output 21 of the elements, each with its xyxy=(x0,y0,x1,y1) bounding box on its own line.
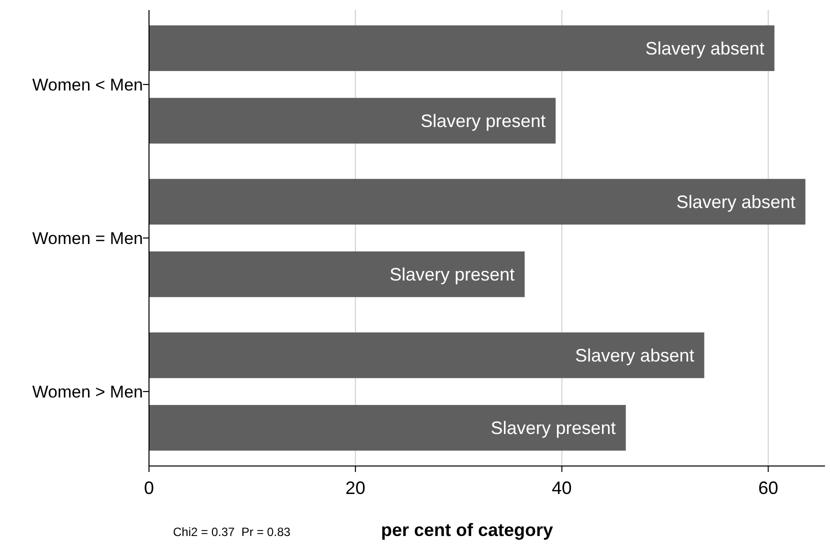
y-tick-label: Women = Men xyxy=(32,228,143,248)
x-tick-label: 40 xyxy=(552,478,572,498)
y-tick-label: Women > Men xyxy=(32,382,143,402)
text: Slavery absent xyxy=(676,192,796,212)
series-label: Slavery present xyxy=(420,111,546,132)
x-tick-label: 0 xyxy=(144,478,154,498)
y-tick-label: Women < Men xyxy=(32,75,143,94)
text: Chi2 = 0.37 Pr = 0.83 xyxy=(173,525,291,539)
x-tick-label: 20 xyxy=(345,478,366,498)
bar xyxy=(149,332,704,378)
text: Slavery present xyxy=(390,264,515,285)
bar xyxy=(149,404,626,451)
bar xyxy=(149,251,525,298)
text: Slavery present xyxy=(490,418,616,438)
bar xyxy=(149,25,774,72)
x-tick-label: 60 xyxy=(758,478,778,498)
series-label: Slavery absent xyxy=(645,38,764,58)
bar xyxy=(149,178,806,225)
bar xyxy=(149,98,556,144)
text: Slavery absent xyxy=(575,346,694,366)
x-axis-title: per cent of category xyxy=(380,520,554,540)
